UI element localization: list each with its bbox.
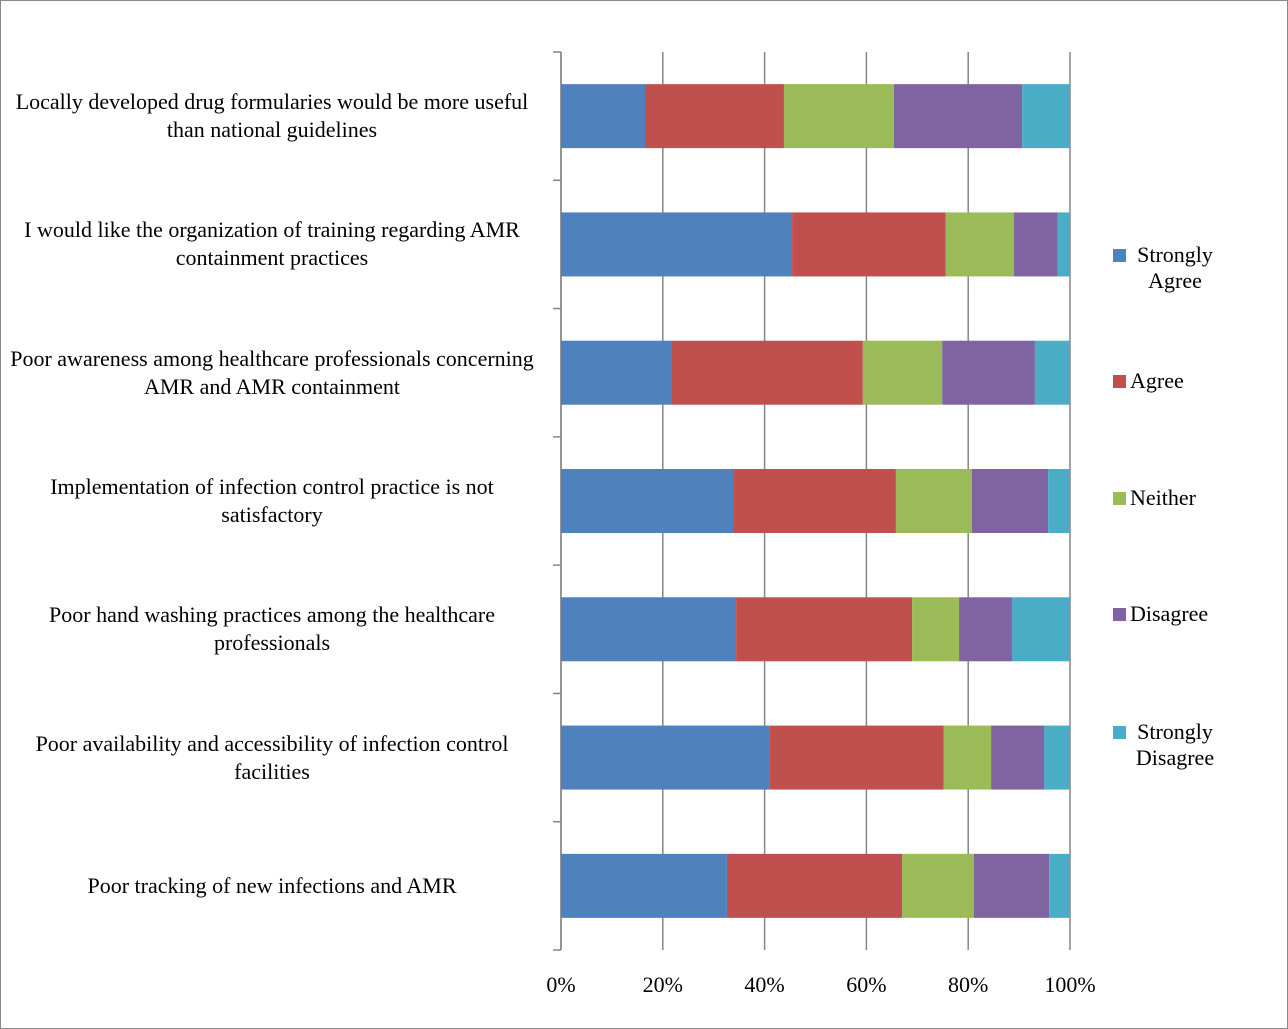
category-label: Poor availability and accessibility of i… xyxy=(35,730,509,784)
bar-segment xyxy=(942,340,1035,405)
legend-label: Agree xyxy=(1130,368,1184,393)
bar-segment xyxy=(671,340,863,405)
bar-segment xyxy=(1044,725,1070,790)
bar-segment xyxy=(726,853,903,918)
bar-segment xyxy=(912,597,960,662)
bar-segment xyxy=(736,597,913,662)
category-label: Poor awareness among healthcare professi… xyxy=(10,345,534,399)
bar-segment xyxy=(945,212,1015,277)
legend-entry: Strongly Disagree xyxy=(1113,719,1243,771)
legend-label: Neither xyxy=(1130,485,1196,510)
bar-segment xyxy=(644,84,784,149)
bar-segment xyxy=(769,725,944,790)
bar-segment xyxy=(733,469,896,533)
category-label: Locally developed drug formularies would… xyxy=(15,89,529,143)
bar-segment xyxy=(862,340,943,405)
bar-segment xyxy=(959,597,1012,662)
legend-swatch xyxy=(1113,249,1126,262)
x-tick-label: 80% xyxy=(948,972,988,997)
bar-segment xyxy=(991,725,1045,790)
x-tick-label: 100% xyxy=(1044,972,1095,997)
bar-segment xyxy=(971,469,1049,533)
bar-segment xyxy=(1049,853,1070,918)
legend-label: Disagree xyxy=(1130,601,1209,626)
bar-segment xyxy=(1022,84,1070,149)
x-tick-label: 20% xyxy=(643,972,683,997)
legend-swatch xyxy=(1113,726,1126,739)
bar-segment xyxy=(561,725,770,790)
bar-segment xyxy=(561,597,737,662)
bar-segment xyxy=(561,84,645,149)
bar-segment xyxy=(943,725,992,790)
category-label: Poor hand washing practices among the he… xyxy=(49,602,495,656)
legend-swatch xyxy=(1113,608,1126,621)
x-tick-label: 60% xyxy=(846,972,886,997)
bar-segment xyxy=(561,853,727,918)
bar-segment xyxy=(561,340,672,405)
legend-entry: Disagree xyxy=(1113,601,1243,627)
bar-segment xyxy=(902,853,974,918)
legend-label: Strongly Disagree xyxy=(1135,719,1215,770)
legend-entry: Agree xyxy=(1113,368,1243,394)
bar-segment xyxy=(561,469,734,533)
category-label: I would like the organization of trainin… xyxy=(24,217,520,271)
bar-segment xyxy=(1057,212,1070,277)
bar-segment xyxy=(1011,597,1070,662)
legend-entry: Strongly Agree xyxy=(1113,242,1243,294)
bar-segment xyxy=(893,84,1023,149)
bar-segment xyxy=(783,84,894,149)
legend-swatch xyxy=(1113,492,1126,505)
legend-label: Strongly Agree xyxy=(1137,242,1213,293)
legend-entry: Neither xyxy=(1113,485,1243,511)
bar-segment xyxy=(895,469,972,533)
bar-segment xyxy=(1014,212,1058,277)
x-tick-label: 0% xyxy=(546,972,575,997)
bar-segment xyxy=(1048,469,1070,533)
bar-segment xyxy=(792,212,946,277)
bar-segment xyxy=(973,853,1050,918)
bar-segment xyxy=(561,212,793,277)
legend-swatch xyxy=(1113,375,1126,388)
x-tick-label: 40% xyxy=(744,972,784,997)
bar-segment xyxy=(1034,340,1070,405)
category-label: Implementation of infection control prac… xyxy=(50,474,494,527)
category-label: Poor tracking of new infections and AMR xyxy=(87,872,457,898)
